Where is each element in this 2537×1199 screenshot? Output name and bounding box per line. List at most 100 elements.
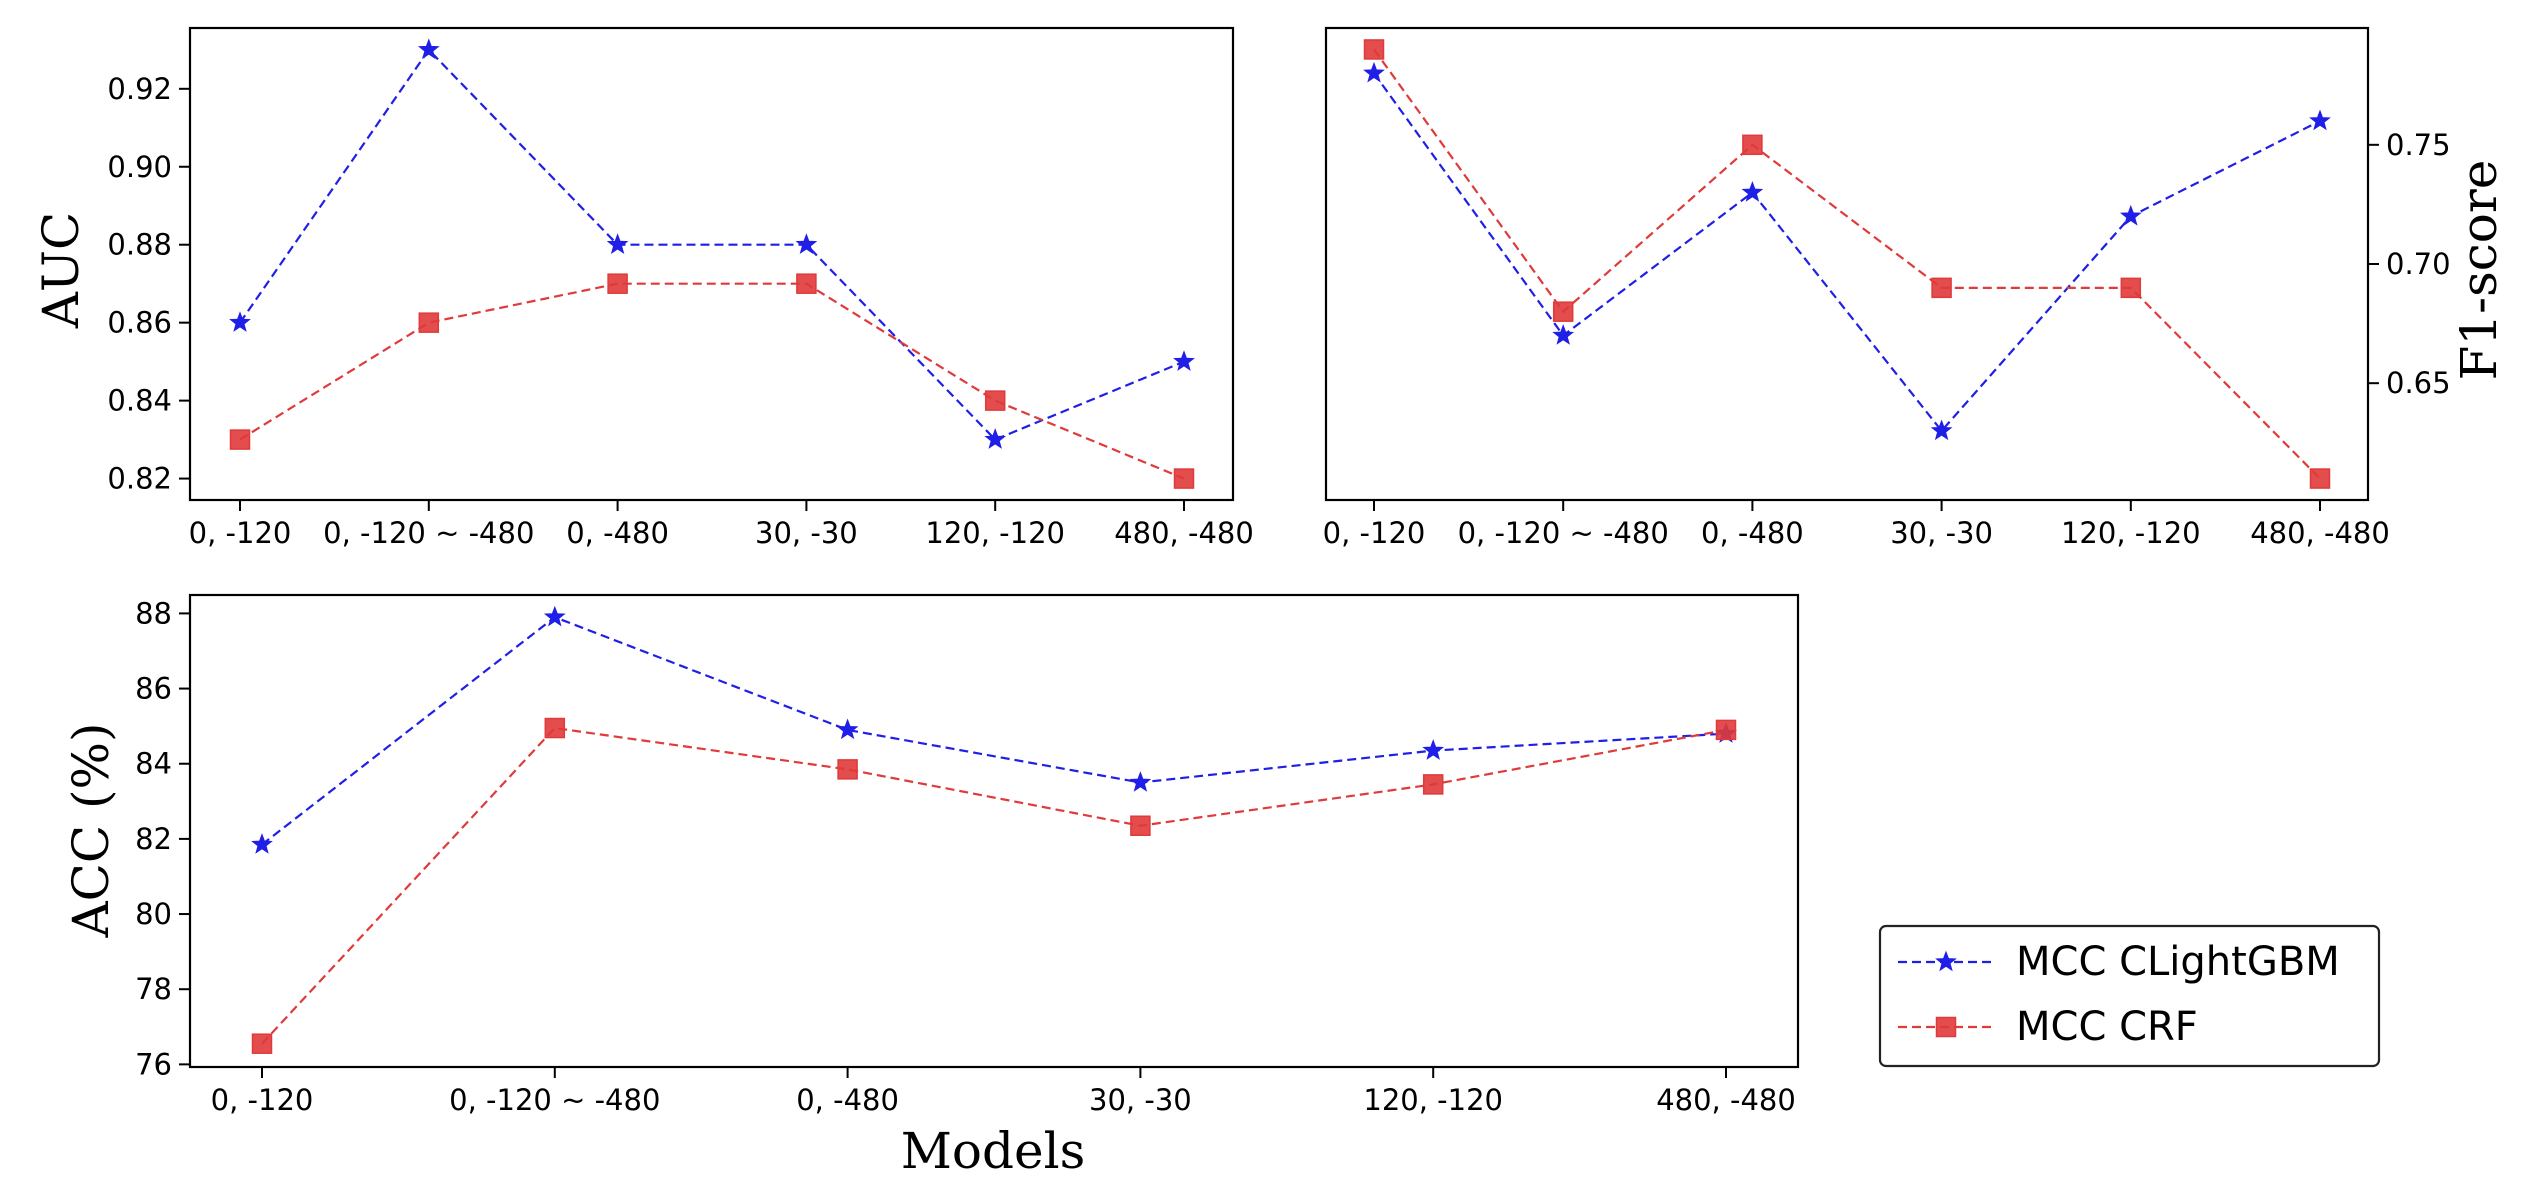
auc-xtick-label: 480, -480 xyxy=(1114,516,1254,550)
acc-point-crf xyxy=(251,1033,273,1054)
acc-point-crf xyxy=(1715,719,1737,741)
f1-point-crf xyxy=(2120,277,2142,299)
auc-plot-frame xyxy=(188,26,1235,502)
auc-point-clightgbm xyxy=(795,233,818,254)
f1-series xyxy=(1363,39,2331,489)
legend-star-marker xyxy=(1935,950,1957,972)
f1-point-clightgbm xyxy=(2119,204,2142,226)
auc-point-crf xyxy=(984,390,1006,411)
auc-xtick-label: 120, -120 xyxy=(925,516,1065,550)
acc-ytick-label: 88 xyxy=(135,596,172,630)
legend-box xyxy=(1878,924,2381,1068)
legend-star xyxy=(1935,950,1957,972)
acc-ytick-label: 82 xyxy=(135,822,172,856)
f1-point-clightgbm xyxy=(1363,61,1385,83)
acc-point-crf xyxy=(837,759,858,780)
f1-xtick-label: 30, -30 xyxy=(1890,516,1993,550)
f1-x-ticks: 0, -120 0, -120 ~ -480 0, -480 30, -30 120, … xyxy=(1323,500,2390,550)
f1-point-crf xyxy=(1363,39,1385,60)
auc-xtick-label: 30, -30 xyxy=(755,516,858,550)
f1-ytick-label: 0.75 xyxy=(2386,128,2451,162)
auc-y-ticks: 0.82 0.84 0.86 0.88 0.90 0.92 xyxy=(107,72,190,496)
f1-xtick-label: 0, -120 ~ -480 xyxy=(1458,516,1669,550)
legend-label-clightgbm: MCC CLightGBM xyxy=(2016,939,2340,985)
auc-point-crf xyxy=(418,312,440,333)
auc-point-crf xyxy=(796,273,817,294)
acc-series xyxy=(251,605,1737,1054)
acc-y-ticks: 76 78 80 82 84 86 88 xyxy=(135,596,190,1081)
acc-xtick-label: 120, -120 xyxy=(1363,1083,1503,1117)
f1-chart: F1-score 0.65 0.70 0.75 0, -120 0, -120 ~ -… xyxy=(1323,26,2508,550)
auc-x-ticks: 0, -120 0, -120 ~ -480 0, -480 30, -30 120, … xyxy=(189,500,1254,550)
legend-square xyxy=(1935,1016,1957,1038)
auc-xtick-label: 0, -120 ~ -480 xyxy=(323,516,534,550)
acc-line-crf xyxy=(261,726,1727,1045)
acc-ytick-label: 78 xyxy=(135,972,172,1006)
f1-point-clightgbm xyxy=(1552,324,1575,345)
acc-point-clightgbm xyxy=(1129,771,1152,792)
auc-point-clightgbm xyxy=(229,311,251,332)
acc-xtick-label: 30, -30 xyxy=(1089,1083,1192,1117)
f1-point-clightgbm xyxy=(2309,109,2331,131)
f1-xtick-label: 0, -480 xyxy=(1701,516,1804,550)
f1-plot-frame xyxy=(1324,26,2370,502)
auc-line-clightgbm xyxy=(239,48,1185,441)
auc-point-clightgbm xyxy=(417,38,440,60)
f1-y-ticks: 0.65 0.70 0.75 xyxy=(2368,128,2451,400)
auc-point-crf xyxy=(607,273,628,294)
f1-line-crf xyxy=(1373,48,2321,480)
auc-ytick-label: 0.88 xyxy=(107,228,172,262)
acc-xtick-label: 0, -120 ~ -480 xyxy=(449,1083,660,1117)
acc-point-crf xyxy=(1130,815,1151,836)
auc-ytick-label: 0.84 xyxy=(107,384,172,418)
acc-xtick-label: 480, -480 xyxy=(1656,1083,1796,1117)
acc-point-clightgbm xyxy=(836,718,859,740)
auc-series xyxy=(229,38,1195,489)
acc-xtick-label: 0, -120 xyxy=(211,1083,314,1117)
f1-xtick-label: 0, -120 xyxy=(1323,516,1426,550)
acc-line-clightgbm xyxy=(261,615,1727,846)
legend-label-crf: MCC CRF xyxy=(2016,1004,2198,1050)
auc-chart: AUC 0.820.840.860.880.900.92 0, -120 0, -… xyxy=(32,26,1254,550)
legend-entry-clightgbm: MCC CLightGBM xyxy=(1898,939,2340,985)
auc-ytick-label: 0.82 xyxy=(107,462,172,496)
f1-point-crf xyxy=(1552,301,1574,322)
auc-point-crf xyxy=(229,429,251,450)
f1-ytick-label: 0.70 xyxy=(2386,247,2451,281)
auc-xtick-label: 0, -120 xyxy=(189,516,292,550)
f1-ylabel: F1-score xyxy=(2450,160,2508,381)
f1-point-clightgbm xyxy=(1741,181,1764,202)
legend-square-marker xyxy=(1935,1016,1957,1038)
legend: MCC CLightGBM MCC CRF xyxy=(1878,924,2381,1068)
f1-point-crf xyxy=(1931,277,1952,299)
auc-point-crf xyxy=(1173,468,1195,489)
acc-point-crf xyxy=(1422,774,1444,795)
auc-ytick-label: 0.90 xyxy=(107,150,172,184)
f1-point-crf xyxy=(2309,468,2331,489)
acc-x-ticks: 0, -120 0, -120 ~ -480 0, -480 30, -30 120, … xyxy=(211,1067,1796,1117)
acc-ytick-label: 76 xyxy=(135,1047,172,1081)
f1-point-crf xyxy=(1742,134,1763,156)
auc-ylabel: AUC xyxy=(32,212,90,330)
acc-plot-frame xyxy=(188,593,1800,1069)
f1-xtick-label: 120, -120 xyxy=(2061,516,2201,550)
acc-ytick-label: 80 xyxy=(135,897,172,931)
acc-ytick-label: 86 xyxy=(135,672,172,706)
auc-xtick-label: 0, -480 xyxy=(566,516,669,550)
acc-ytick-label: 84 xyxy=(135,747,172,781)
acc-point-crf xyxy=(544,717,566,739)
f1-ytick-label: 0.65 xyxy=(2386,366,2451,400)
acc-xlabel: Models xyxy=(901,1122,1086,1180)
f1-point-clightgbm xyxy=(1930,419,1953,441)
auc-point-clightgbm xyxy=(984,428,1007,449)
acc-point-clightgbm xyxy=(543,605,566,627)
auc-point-clightgbm xyxy=(606,233,629,254)
auc-ytick-label: 0.92 xyxy=(107,72,172,106)
legend-entry-crf: MCC CRF xyxy=(1898,1004,2198,1050)
auc-point-clightgbm xyxy=(1173,350,1195,371)
acc-xtick-label: 0, -480 xyxy=(796,1083,899,1117)
acc-point-clightgbm xyxy=(1422,739,1445,760)
auc-line-crf xyxy=(239,282,1185,480)
